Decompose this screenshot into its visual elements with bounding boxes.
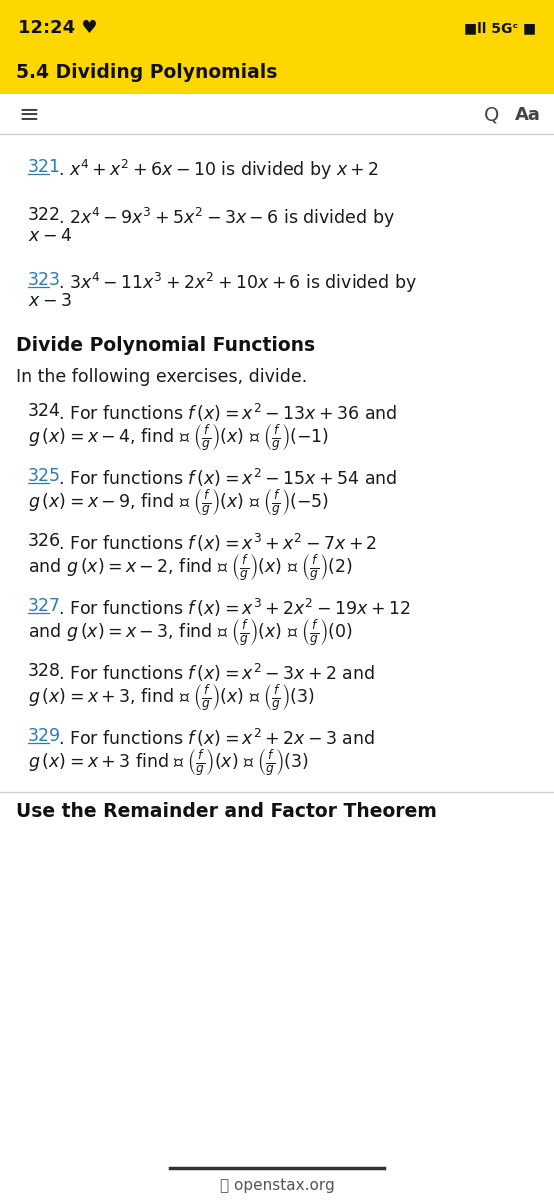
Text: ≡: ≡ bbox=[18, 103, 39, 127]
Text: $x - 4$: $x - 4$ bbox=[28, 227, 72, 245]
Text: 322: 322 bbox=[28, 206, 61, 224]
Text: 325: 325 bbox=[28, 467, 61, 485]
Text: 12:24 ♥: 12:24 ♥ bbox=[18, 19, 98, 37]
Text: . $2x^4 - 9x^3 + 5x^2 - 3x - 6$ is divided by: . $2x^4 - 9x^3 + 5x^2 - 3x - 6$ is divid… bbox=[58, 206, 395, 230]
Text: . For functions $f\,(x) = x^2 - 13x + 36$ and: . For functions $f\,(x) = x^2 - 13x + 36… bbox=[58, 402, 397, 424]
Text: 324: 324 bbox=[28, 402, 61, 420]
Text: . For functions $f\,(x) = x^2 - 3x + 2$ and: . For functions $f\,(x) = x^2 - 3x + 2$ … bbox=[58, 662, 375, 684]
Text: . For functions $f\,(x) = x^2 - 15x + 54$ and: . For functions $f\,(x) = x^2 - 15x + 54… bbox=[58, 467, 397, 490]
Text: In the following exercises, divide.: In the following exercises, divide. bbox=[16, 368, 307, 386]
Text: 329: 329 bbox=[28, 727, 61, 745]
Text: $x - 3$: $x - 3$ bbox=[28, 292, 71, 310]
Text: Q: Q bbox=[484, 106, 500, 125]
Text: . For functions $f\,(x) = x^3 + 2x^2 - 19x + 12$: . For functions $f\,(x) = x^3 + 2x^2 - 1… bbox=[58, 596, 411, 619]
Text: $g\,(x) = x + 3$, find Ⓐ $\left(\frac{f}{g}\right)(x)$ Ⓑ $\left(\frac{f}{g}\righ: $g\,(x) = x + 3$, find Ⓐ $\left(\frac{f}… bbox=[28, 683, 315, 713]
Text: $g\,(x) = x - 9$, find Ⓐ $\left(\frac{f}{g}\right)(x)$ Ⓑ $\left(\frac{f}{g}\righ: $g\,(x) = x - 9$, find Ⓐ $\left(\frac{f}… bbox=[28, 488, 329, 518]
Text: Use the Remainder and Factor Theorem: Use the Remainder and Factor Theorem bbox=[16, 802, 437, 821]
Text: 323: 323 bbox=[28, 271, 61, 289]
Text: Aa: Aa bbox=[515, 106, 541, 124]
Bar bbox=[0, 50, 554, 94]
Text: 🔒 openstax.org: 🔒 openstax.org bbox=[219, 1178, 335, 1193]
Text: 327: 327 bbox=[28, 596, 61, 614]
Text: 326: 326 bbox=[28, 532, 61, 550]
Text: 5.4 Dividing Polynomials: 5.4 Dividing Polynomials bbox=[16, 64, 278, 83]
Text: . $3x^4 - 11x^3 + 2x^2 + 10x + 6$ is divided by: . $3x^4 - 11x^3 + 2x^2 + 10x + 6$ is div… bbox=[58, 271, 417, 295]
Text: 321: 321 bbox=[28, 158, 61, 176]
Text: and $g\,(x) = x - 2$, find Ⓐ $\left(\frac{f}{g}\right)(x)$ Ⓑ $\left(\frac{f}{g}\: and $g\,(x) = x - 2$, find Ⓐ $\left(\fra… bbox=[28, 553, 353, 583]
Text: $g\,(x) = x + 3$ find Ⓐ $\left(\frac{f}{g}\right)(x)$ Ⓑ $\left(\frac{f}{g}\right: $g\,(x) = x + 3$ find Ⓐ $\left(\frac{f}{… bbox=[28, 748, 309, 779]
Text: $g\,(x) = x - 4$, find Ⓐ $\left(\frac{f}{g}\right)(x)$ Ⓑ $\left(\frac{f}{g}\righ: $g\,(x) = x - 4$, find Ⓐ $\left(\frac{f}… bbox=[28, 422, 329, 454]
Text: 328: 328 bbox=[28, 662, 61, 680]
Text: . $x^4 + x^2 + 6x - 10$ is divided by $x + 2$: . $x^4 + x^2 + 6x - 10$ is divided by $x… bbox=[58, 158, 379, 182]
Text: ■ll 5Gᶜ ■: ■ll 5Gᶜ ■ bbox=[464, 20, 536, 35]
Text: and $g\,(x) = x - 3$, find Ⓐ $\left(\frac{f}{g}\right)(x)$ Ⓑ $\left(\frac{f}{g}\: and $g\,(x) = x - 3$, find Ⓐ $\left(\fra… bbox=[28, 618, 353, 648]
Text: . For functions $f\,(x) = x^2 + 2x - 3$ and: . For functions $f\,(x) = x^2 + 2x - 3$ … bbox=[58, 727, 375, 749]
Text: . For functions $f\,(x) = x^3 + x^2 - 7x + 2$: . For functions $f\,(x) = x^3 + x^2 - 7x… bbox=[58, 532, 377, 554]
Bar bbox=[0, 0, 554, 50]
Text: Divide Polynomial Functions: Divide Polynomial Functions bbox=[16, 336, 315, 355]
